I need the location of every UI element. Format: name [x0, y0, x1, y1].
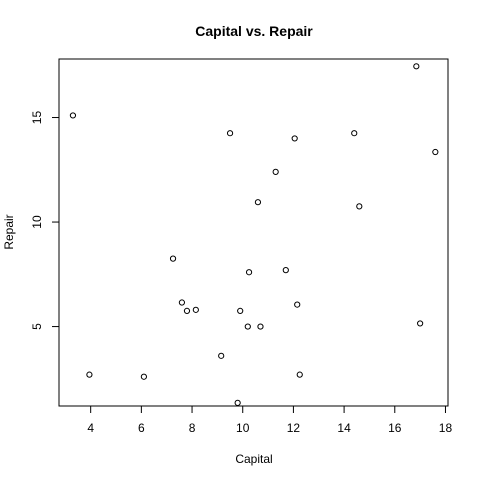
data-point [356, 203, 363, 210]
x-tick-label: 4 [87, 421, 94, 435]
y-axis-label: Repair [2, 214, 16, 249]
data-point [169, 255, 177, 262]
x-tick-label: 14 [337, 421, 351, 435]
data-point [413, 63, 420, 70]
data-point [237, 307, 244, 314]
plot-frame [58, 58, 449, 407]
data-points [69, 63, 439, 406]
x-tick-label: 10 [236, 421, 250, 435]
data-point [218, 352, 225, 359]
x-axis: 4 6 8 10 12 14 16 18 [87, 406, 452, 435]
data-point [272, 168, 279, 175]
data-point [140, 373, 147, 380]
x-tick-label: 12 [287, 421, 301, 435]
y-tick-label: 5 [30, 323, 44, 330]
data-point [86, 371, 93, 378]
x-tick-label: 18 [439, 421, 453, 435]
data-point [351, 130, 358, 137]
data-point [245, 269, 253, 276]
data-point [417, 320, 424, 327]
y-tick-label: 10 [30, 215, 44, 229]
data-point [294, 301, 301, 308]
chart-title: Capital vs. Repair [195, 23, 313, 39]
x-tick-label: 8 [189, 421, 196, 435]
x-axis-label: Capital [235, 452, 272, 466]
data-point [291, 135, 298, 142]
x-tick-label: 16 [388, 421, 402, 435]
data-point [178, 299, 186, 306]
y-axis: 5 10 15 [30, 111, 59, 330]
data-point [183, 307, 191, 314]
data-point [282, 267, 289, 274]
data-point [69, 112, 77, 119]
data-point [244, 323, 251, 330]
x-tick-label: 6 [138, 421, 145, 435]
data-point [257, 323, 264, 330]
data-point [296, 371, 303, 378]
data-point [254, 199, 262, 206]
data-point [192, 306, 199, 313]
y-tick-label: 15 [30, 111, 44, 125]
data-point [234, 399, 241, 406]
data-point [432, 148, 439, 156]
data-point [226, 130, 234, 137]
